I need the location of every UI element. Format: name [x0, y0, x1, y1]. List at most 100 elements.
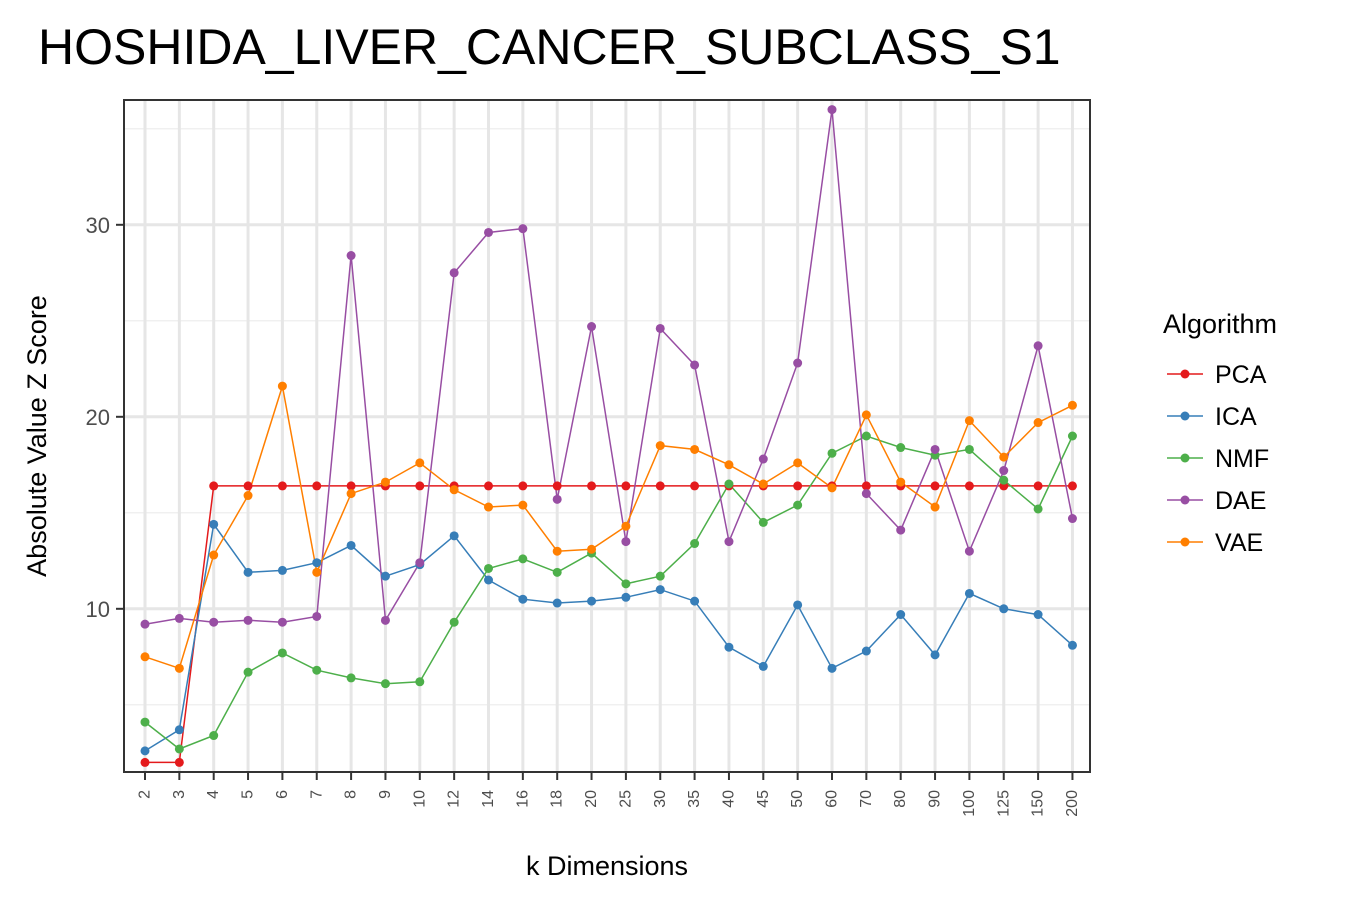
point-dae: [449, 268, 459, 278]
grid: [124, 100, 1090, 772]
point-nmf: [690, 539, 700, 549]
x-tick-label: 8: [343, 790, 360, 799]
point-vae: [758, 479, 768, 489]
legend-label: NMF: [1215, 445, 1269, 473]
point-dae: [415, 558, 425, 568]
chart-title: HOSHIDA_LIVER_CANCER_SUBCLASS_S1: [38, 19, 1061, 75]
legend-swatch-point: [1180, 411, 1190, 421]
x-tick-label: 3: [171, 790, 188, 799]
x-tick-label: 150: [1030, 790, 1047, 817]
point-nmf: [552, 567, 562, 577]
point-vae: [655, 441, 665, 451]
point-ica: [312, 558, 322, 568]
point-vae: [449, 485, 459, 495]
x-tick-label: 9: [377, 790, 394, 799]
point-dae: [758, 454, 768, 464]
x-tick-label: 16: [514, 790, 531, 808]
point-ica: [243, 567, 253, 577]
point-vae: [140, 652, 150, 662]
point-pca: [964, 481, 974, 491]
series-line-vae: [144, 385, 1073, 670]
point-vae: [209, 550, 219, 560]
point-ica: [552, 598, 562, 608]
point-pca: [174, 757, 184, 767]
point-ica: [999, 604, 1009, 614]
legend-items: PCA ICA NMF DAE VAE: [1167, 361, 1269, 557]
legend-swatch-point: [1180, 369, 1190, 379]
point-nmf: [140, 717, 150, 727]
x-tick-label: 4: [205, 790, 222, 799]
point-nmf: [346, 673, 356, 683]
point-pca: [415, 481, 425, 491]
point-ica: [140, 746, 150, 756]
point-ica: [896, 610, 906, 620]
point-nmf: [655, 571, 665, 581]
point-dae: [518, 224, 528, 234]
point-vae: [380, 477, 390, 487]
point-ica: [655, 585, 665, 595]
point-dae: [552, 494, 562, 504]
legend-item-nmf: NMF: [1167, 445, 1269, 473]
point-pca: [930, 481, 940, 491]
point-pca: [621, 481, 631, 491]
legend-label: ICA: [1215, 403, 1257, 431]
point-ica: [449, 531, 459, 541]
point-vae: [999, 452, 1009, 462]
point-pca: [140, 757, 150, 767]
x-tick-label: 90: [927, 790, 944, 808]
point-nmf: [243, 667, 253, 677]
point-nmf: [1033, 504, 1043, 514]
point-dae: [793, 358, 803, 368]
point-vae: [964, 416, 974, 426]
point-vae: [1067, 400, 1077, 410]
point-ica: [690, 596, 700, 606]
point-nmf: [518, 554, 528, 564]
legend-item-pca: PCA: [1167, 361, 1267, 389]
point-dae: [827, 105, 837, 115]
point-vae: [415, 458, 425, 468]
point-nmf: [174, 744, 184, 754]
point-nmf: [380, 679, 390, 689]
point-vae: [724, 460, 734, 470]
point-vae: [552, 546, 562, 556]
point-dae: [140, 619, 150, 629]
legend-item-ica: ICA: [1167, 403, 1257, 431]
y-axis: 10 20 30: [86, 213, 124, 622]
point-pca: [793, 481, 803, 491]
point-ica: [346, 540, 356, 550]
point-vae: [690, 444, 700, 454]
legend-label: PCA: [1215, 361, 1267, 389]
x-tick-label: 80: [892, 790, 909, 808]
point-pca: [346, 481, 356, 491]
point-dae: [964, 546, 974, 556]
point-dae: [209, 617, 219, 627]
legend-item-dae: DAE: [1167, 487, 1266, 515]
point-nmf: [621, 579, 631, 589]
legend-title: Algorithm: [1163, 309, 1277, 339]
point-pca: [655, 481, 665, 491]
point-dae: [621, 537, 631, 547]
x-tick-label: 40: [720, 790, 737, 808]
point-ica: [1067, 640, 1077, 650]
legend-label: DAE: [1215, 487, 1266, 515]
point-dae: [484, 227, 493, 237]
point-nmf: [449, 617, 459, 627]
point-dae: [861, 489, 871, 499]
point-nmf: [277, 648, 287, 658]
point-ica: [793, 600, 803, 610]
point-dae: [724, 537, 734, 547]
point-ica: [174, 725, 184, 735]
x-tick-label: 20: [583, 790, 600, 808]
legend: Algorithm PCA ICA NMF DAE VAE: [1163, 309, 1277, 557]
x-tick-label: 25: [617, 790, 634, 808]
point-pca: [312, 481, 322, 491]
point-vae: [930, 502, 940, 512]
series-points: [140, 105, 1077, 767]
point-dae: [243, 615, 253, 625]
series-line-nmf: [144, 435, 1074, 750]
point-ica: [484, 575, 493, 585]
point-dae: [655, 323, 665, 333]
point-ica: [861, 646, 871, 656]
point-pca: [690, 481, 700, 491]
